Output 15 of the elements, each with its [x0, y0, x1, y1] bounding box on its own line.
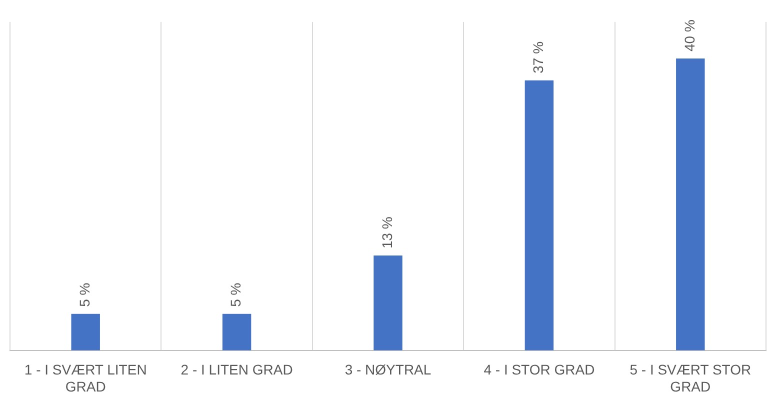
data-label: 5 % [76, 282, 92, 307]
bar [676, 58, 705, 350]
x-tick-label: 3 - NØYTRAL [344, 362, 432, 378]
bar [374, 256, 402, 350]
data-label: 40 % [681, 20, 698, 52]
data-label: 5 % [228, 282, 244, 307]
bar [71, 314, 100, 350]
x-tick-label: 1 - I SVÆRT LITEN GRAD [24, 362, 147, 394]
bar [222, 314, 252, 350]
x-tick-label: 2 - I LITEN GRAD [180, 362, 293, 378]
data-label: 13 % [378, 216, 395, 249]
data-label: 37 % [530, 41, 546, 74]
x-tick-label: 5 - I SVÆRT STOR GRAD [630, 362, 752, 394]
bar [524, 80, 554, 350]
x-tick-label: 4 - I STOR GRAD [484, 362, 595, 378]
